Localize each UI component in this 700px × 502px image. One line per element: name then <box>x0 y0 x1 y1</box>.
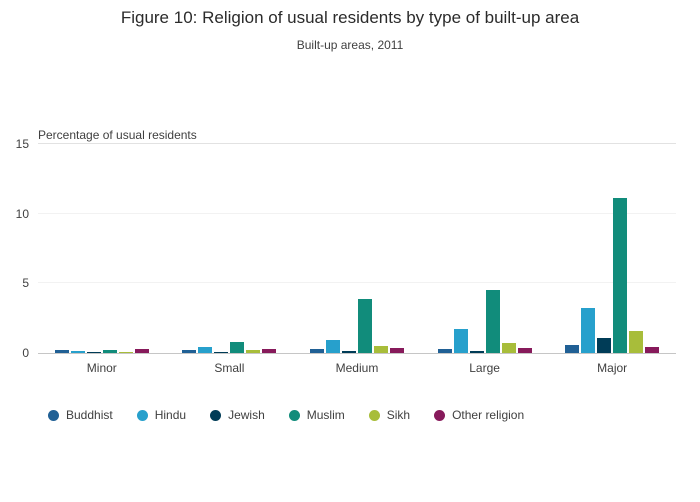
x-axis-label-small: Small <box>214 361 245 375</box>
legend-swatch-icon <box>210 409 222 421</box>
legend-label: Muslim <box>306 408 345 422</box>
bar-jewish-minor <box>86 351 101 353</box>
bar-buddhist-small <box>182 349 197 353</box>
bar-group-medium <box>293 144 421 353</box>
legend-label: Other religion <box>452 408 525 422</box>
bar-jewish-large <box>469 350 484 353</box>
bar-group-large <box>421 144 549 353</box>
legend-label: Jewish <box>228 408 265 422</box>
bar-muslim-minor <box>102 349 117 353</box>
legend-item-jewish[interactable]: Jewish <box>210 408 265 422</box>
bar-muslim-large <box>485 290 500 353</box>
bar-groups <box>38 144 676 353</box>
bar-buddhist-large <box>437 348 452 353</box>
bar-muslim-small <box>230 341 245 353</box>
chart-subtitle: Built-up areas, 2011 <box>296 38 404 52</box>
bar-sikh-minor <box>118 351 133 353</box>
x-axis-labels: Minor Small Medium Large Major <box>38 361 676 375</box>
bar-other-religion-small <box>262 348 277 353</box>
legend-swatch-icon <box>136 409 148 421</box>
bar-group-small <box>166 144 294 353</box>
legend-item-buddhist[interactable]: Buddhist <box>48 408 113 422</box>
legend-item-other-religion[interactable]: Other religion <box>434 408 524 422</box>
bar-jewish-medium <box>341 350 356 353</box>
gridline <box>38 282 676 284</box>
bar-other-religion-minor <box>134 348 149 353</box>
legend-swatch-icon <box>434 409 446 421</box>
legend-label: Sikh <box>386 408 411 422</box>
bar-other-religion-major <box>645 346 660 353</box>
bar-other-religion-medium <box>389 348 404 353</box>
bar-hindu-large <box>453 329 468 353</box>
plot-area: 0 5 10 15 Minor Small Medium Large Major <box>16 138 676 375</box>
x-axis-label-major: Major <box>597 361 628 375</box>
x-axis-label-minor: Minor <box>86 361 117 375</box>
y-tick-label: 15 <box>15 137 29 151</box>
bar-other-religion-large <box>517 348 532 353</box>
legend-label: Hindu <box>154 408 187 422</box>
bar-muslim-medium <box>357 298 372 353</box>
bar-sikh-large <box>501 342 516 353</box>
legend-swatch-icon <box>368 409 380 421</box>
y-tick-label: 10 <box>15 206 29 221</box>
bar-hindu-small <box>198 346 213 353</box>
legend-label: Buddhist <box>66 408 113 422</box>
x-axis-label-large: Large <box>469 361 500 375</box>
bar-buddhist-medium <box>309 348 324 353</box>
bar-hindu-medium <box>325 340 340 353</box>
legend-swatch-icon <box>48 409 59 421</box>
x-axis-label-medium: Medium <box>335 361 379 375</box>
bar-hindu-minor <box>70 350 85 353</box>
legend-swatch-icon <box>288 409 300 421</box>
bar-buddhist-major <box>565 344 580 353</box>
bar-group-major <box>548 144 676 353</box>
bar-muslim-major <box>613 198 628 353</box>
bar-jewish-major <box>597 337 612 353</box>
bar-sikh-medium <box>373 346 388 353</box>
bar-jewish-small <box>214 351 229 353</box>
legend-item-muslim[interactable]: Muslim <box>288 408 345 422</box>
legend: Buddhist Hindu Jewish Muslim Sikh Other relig… <box>48 408 524 422</box>
chart-title: Figure 10: Religion of usual residents b… <box>120 8 580 27</box>
y-tick-label: 0 <box>22 346 29 360</box>
legend-item-sikh[interactable]: Sikh <box>368 408 411 422</box>
bar-sikh-small <box>246 349 261 353</box>
bar-sikh-major <box>629 330 644 353</box>
y-axis-title: Percentage of usual residents <box>38 128 197 142</box>
y-tick-label: 5 <box>22 276 29 291</box>
bar-buddhist-minor <box>54 349 69 353</box>
gridline <box>38 212 676 214</box>
legend-item-hindu[interactable]: Hindu <box>136 408 187 422</box>
bar-hindu-major <box>581 308 596 353</box>
bar-group-minor <box>38 144 166 353</box>
